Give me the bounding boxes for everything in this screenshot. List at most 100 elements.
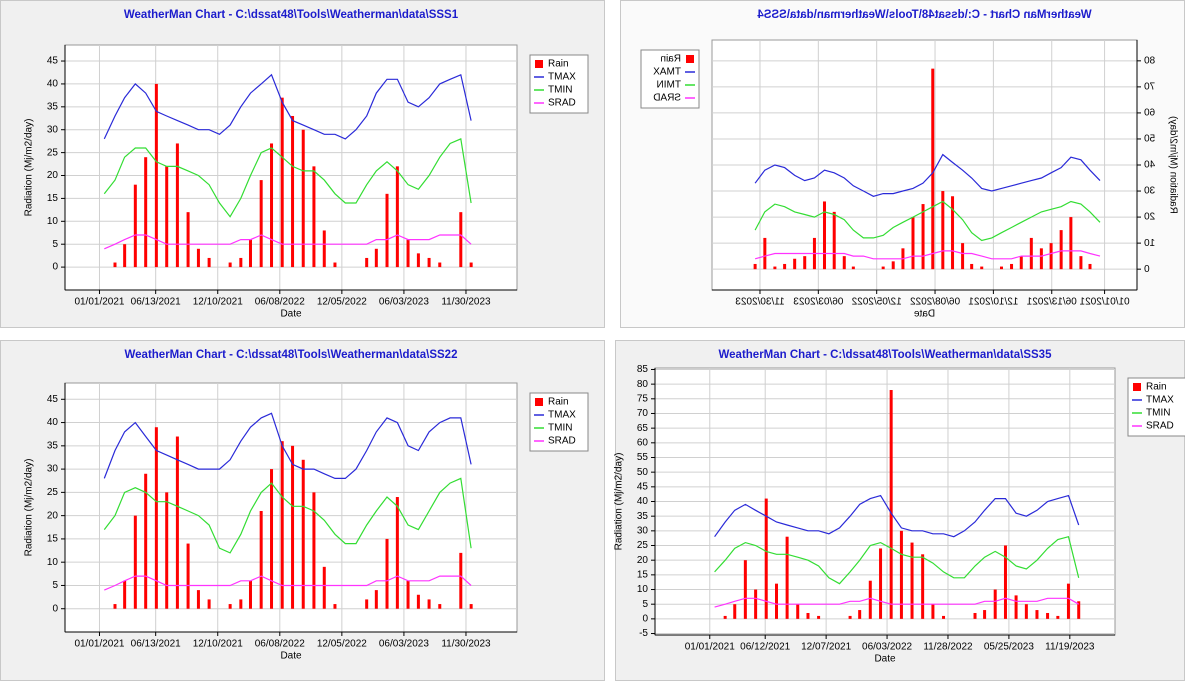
rain-bar: [291, 115, 295, 268]
rain-bar: [941, 191, 945, 270]
rain-bar: [365, 257, 369, 268]
rain-bar: [301, 129, 305, 268]
x-tick-label: 06/08/2022: [255, 297, 305, 308]
x-tick-label: 06/03/2022: [862, 642, 912, 653]
legend-label: TMAX: [548, 410, 576, 421]
rain-bar: [942, 615, 946, 619]
legend-swatch: [1133, 383, 1141, 391]
rain-bar: [1046, 612, 1050, 619]
rain-bar: [133, 184, 137, 268]
y-tick-label: 75: [637, 393, 649, 404]
rain-bar: [793, 258, 797, 270]
rain-bar: [803, 256, 807, 270]
y-tick-label: 15: [47, 534, 59, 545]
rain-bar: [365, 599, 369, 609]
y-tick-label: 60: [637, 437, 649, 448]
y-axis-label: Radiation (Mj/m2/day): [24, 119, 35, 217]
rain-bar: [427, 257, 431, 268]
y-tick-label: 0: [52, 603, 58, 614]
rain-bar: [416, 253, 420, 268]
y-tick-label: 45: [47, 394, 59, 405]
x-tick-label: 12/05/2022: [317, 297, 367, 308]
rain-bar: [207, 599, 211, 609]
x-axis-label: Date: [914, 309, 936, 320]
rain-bar: [228, 262, 232, 268]
rain-bar: [775, 583, 779, 619]
rain-bar: [459, 552, 463, 609]
legend-label: TMIN: [548, 85, 572, 96]
series-line: [103, 412, 472, 479]
x-tick-label: 12/10/2021: [968, 297, 1018, 308]
y-tick-label: 25: [47, 147, 59, 158]
y-tick-label: 85: [637, 364, 649, 375]
y-tick-label: 55: [637, 452, 649, 463]
rain-bar: [973, 612, 977, 619]
rain-bar: [1077, 601, 1081, 619]
x-axis-label: Date: [280, 309, 302, 320]
y-tick-label: 0: [52, 262, 58, 273]
y-tick-label: 30: [1144, 186, 1156, 197]
x-tick-label: 12/05/2022: [317, 639, 367, 650]
y-tick-label: 10: [637, 584, 649, 595]
rain-bar: [1014, 595, 1018, 619]
rain-bar: [312, 166, 316, 268]
rain-bar: [207, 257, 211, 268]
rain-bar: [832, 211, 836, 270]
rain-bar: [374, 248, 378, 268]
rain-bar: [733, 604, 737, 619]
chart-panel: WeatherMan Chart - C:\dssat48\Tools\Weat…: [614, 340, 1185, 681]
rain-bar: [270, 143, 274, 268]
rain-bar: [322, 566, 326, 609]
rain-bar: [165, 166, 169, 268]
rain-bar: [753, 263, 757, 270]
rain-bar: [961, 243, 965, 270]
series-line: [754, 250, 1101, 260]
y-tick-label: 65: [637, 423, 649, 434]
rain-bar: [891, 261, 895, 270]
y-tick-label: 25: [47, 487, 59, 498]
rain-bar: [406, 239, 410, 268]
rain-bar: [785, 536, 789, 619]
x-tick-label: 06/13/2021: [131, 639, 181, 650]
series-line: [754, 200, 1101, 242]
x-tick-label: 05/25/2023: [984, 642, 1034, 653]
y-tick-label: 5: [52, 239, 58, 250]
rain-bar: [921, 204, 925, 270]
y-tick-label: 20: [1144, 212, 1156, 223]
y-axis-label: Radiation (Mj/m2/day): [1167, 116, 1178, 214]
rain-bar: [144, 473, 148, 609]
series-line: [103, 477, 472, 554]
rain-bar: [993, 589, 997, 619]
y-tick-label: 45: [47, 56, 59, 67]
x-tick-label: 01/01/2021: [1079, 297, 1129, 308]
y-tick-label: 50: [637, 467, 649, 478]
rain-bar: [910, 542, 914, 619]
rain-bar: [931, 604, 935, 619]
y-tick-label: 10: [1144, 238, 1156, 249]
rain-bar: [822, 201, 826, 270]
rain-bar: [817, 615, 821, 619]
x-tick-label: 11/28/2022: [923, 642, 973, 653]
legend-label: TMIN: [548, 423, 572, 434]
y-tick-label: 20: [47, 510, 59, 521]
legend-label: SRAD: [1146, 421, 1174, 432]
rain-bar: [1039, 248, 1043, 270]
rain-bar: [228, 604, 232, 609]
y-tick-label: 80: [637, 379, 649, 390]
y-tick-label: 50: [1144, 134, 1156, 145]
rain-bar: [999, 266, 1003, 270]
rain-bar: [312, 492, 316, 609]
rain-bar: [911, 217, 915, 270]
y-tick-label: 35: [637, 511, 649, 522]
y-tick-label: 20: [47, 170, 59, 181]
y-tick-label: 60: [1144, 108, 1156, 119]
x-tick-label: 12/10/2021: [193, 297, 243, 308]
y-tick-label: 10: [47, 216, 59, 227]
rain-bar: [951, 196, 955, 270]
rain-bar: [270, 469, 274, 609]
rain-bar: [248, 580, 252, 609]
rain-bar: [427, 599, 431, 609]
rain-bar: [1019, 256, 1023, 270]
x-tick-label: 12/07/2021: [801, 642, 851, 653]
